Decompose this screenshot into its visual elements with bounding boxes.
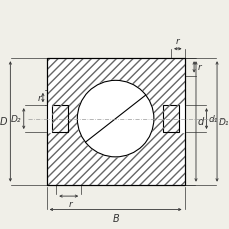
Bar — [52, 106, 68, 132]
Bar — [163, 106, 178, 132]
Bar — [163, 106, 178, 132]
Bar — [46, 59, 184, 185]
Text: B: B — [112, 213, 118, 223]
Bar — [46, 106, 52, 132]
Circle shape — [77, 81, 153, 157]
Text: D₁: D₁ — [218, 117, 229, 126]
Bar — [46, 59, 184, 185]
Bar — [52, 106, 68, 132]
Text: d: d — [197, 117, 203, 127]
Text: d₁: d₁ — [207, 114, 217, 124]
Bar — [46, 59, 184, 185]
Text: r: r — [37, 94, 41, 103]
Text: r: r — [175, 37, 179, 46]
Text: D: D — [0, 117, 8, 127]
Text: r: r — [197, 63, 201, 72]
Text: r: r — [68, 199, 72, 208]
Bar — [178, 106, 184, 132]
Text: D₂: D₂ — [10, 114, 21, 124]
